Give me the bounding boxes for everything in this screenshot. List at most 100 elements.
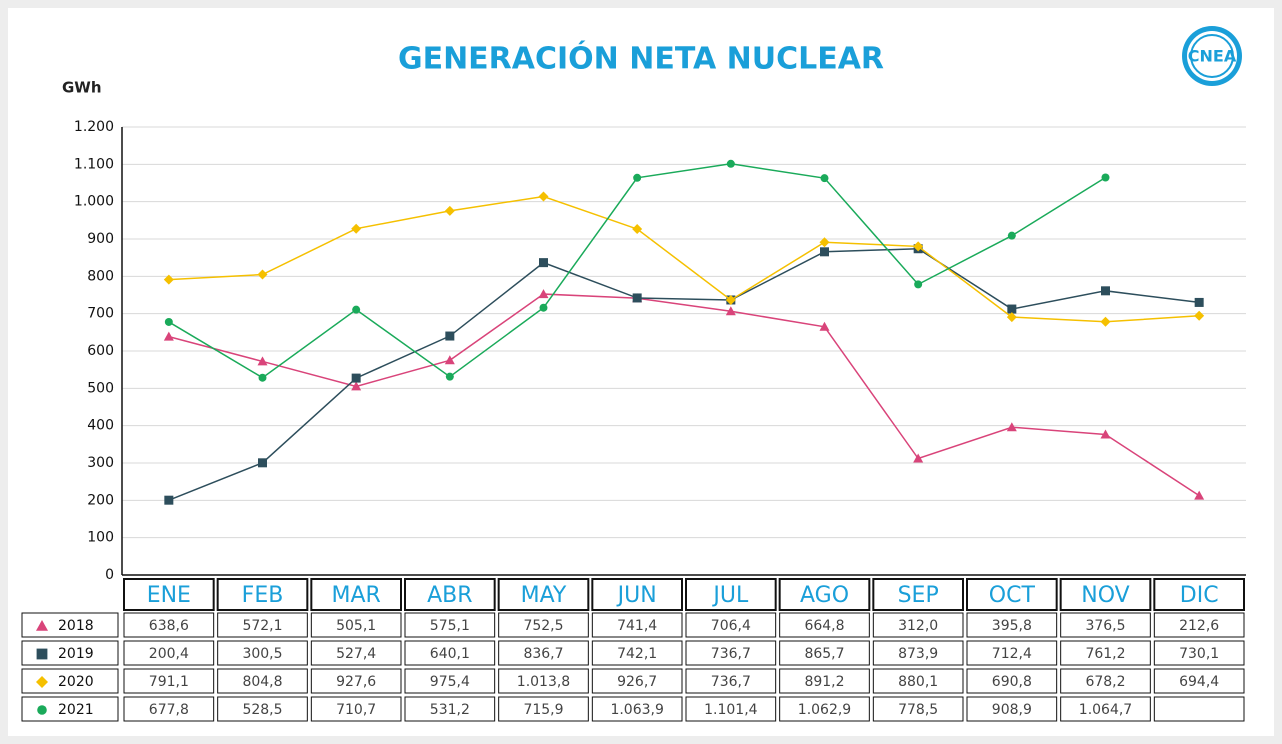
table-cell [966,668,1058,694]
table-value: 531,2 [430,702,470,718]
table-value: 1.013,8 [517,674,570,690]
table-value: 908,9 [992,702,1032,718]
table-value: 880,1 [898,674,938,690]
table-cell [966,640,1058,666]
x-tick-label: ENE [147,583,191,608]
y-tick-label: 600 [87,343,114,359]
table-value: 741,4 [617,618,657,634]
logo-inner-ring [1190,34,1234,78]
marker [258,458,267,468]
table-cell [310,668,402,694]
x-tick-label: AGO [800,583,849,608]
series-line [168,247,1200,501]
table-value: 873,9 [898,646,938,662]
table-cell [498,668,589,694]
table-cell [966,612,1058,638]
x-tick-label: JUN [616,583,657,608]
table-cell [685,696,777,722]
table-cell [1153,696,1245,722]
table-cell [591,612,683,638]
marker [351,223,362,234]
table-cell [310,612,402,638]
marker [539,258,548,268]
table-cell [591,668,683,694]
table-value: 891,2 [804,674,844,690]
table-cell [1060,640,1151,666]
y-tick-label: 800 [87,268,114,284]
x-tick-label: SEP [898,583,939,608]
month-cell [685,578,777,611]
table-cell [685,668,777,694]
table-value: 926,7 [617,674,657,690]
table-cell [1060,668,1151,694]
month-cell [123,578,215,611]
table-cell [872,696,964,722]
marker [36,620,48,631]
month-cell [1059,578,1152,611]
table-value: 664,8 [804,618,844,634]
table-cell [123,612,215,638]
legend-label: 2018 [58,618,94,634]
marker [444,205,455,216]
table-cell [1060,612,1151,638]
y-tick-label: 100 [87,530,114,546]
y-tick-label: 200 [87,492,114,508]
x-tick-label: NOV [1081,583,1129,608]
y-tick-label: 1.200 [74,119,114,135]
legend-label: 2020 [58,674,94,690]
table-cell [404,612,496,638]
marker [1101,173,1110,182]
table-value: 752,5 [523,618,563,634]
table-value: 712,4 [992,646,1032,662]
table-value: 678,2 [1085,674,1125,690]
y-tick-label: 500 [87,380,114,396]
month-cell [497,578,590,611]
y-axis-label: GWh [62,79,102,97]
table-value: 528,5 [242,702,282,718]
table-value: 395,8 [992,618,1032,634]
table-cell [872,640,964,666]
table-cell [1153,640,1245,666]
x-tick-label: JUL [711,583,749,608]
series-line [168,293,1200,497]
table-cell [779,668,870,694]
table-value: 761,2 [1085,646,1125,662]
table-value: 638,6 [149,618,189,634]
marker [1194,490,1205,500]
marker [258,373,267,382]
month-cell [1153,578,1246,611]
month-cell [310,578,403,611]
table-cell [310,696,402,722]
table-value: 300,5 [242,646,282,662]
y-tick-label: 0 [105,567,114,583]
marker [913,241,924,252]
table-cell [685,612,777,638]
table-value: 706,4 [711,618,751,634]
table-value: 1.062,9 [798,702,851,718]
table-value: 575,1 [430,618,470,634]
legend-label: 2021 [58,702,94,718]
logo-text: CNEA [1188,47,1237,66]
table-value: 1.064,7 [1079,702,1132,718]
table-value: 736,7 [711,646,751,662]
y-tick-label: 700 [87,306,114,322]
table-cell [591,640,683,666]
chart-title: GENERACIÓN NETA NUCLEAR [398,40,884,77]
table-cell [217,612,308,638]
table-cell [404,640,496,666]
table-cell [685,640,777,666]
marker [164,495,174,505]
marker [1006,312,1017,323]
table-value: 804,8 [242,674,282,690]
table-value: 975,4 [430,674,470,690]
logo-inner [1187,31,1237,81]
series [163,191,1205,327]
table-cell [591,696,683,722]
marker [632,293,642,303]
month-cell [404,578,496,611]
table-cell [404,696,496,722]
marker [820,174,829,183]
table-value: 312,0 [898,618,938,634]
y-tick-label: 1.000 [74,194,114,210]
table-cell [779,612,870,638]
